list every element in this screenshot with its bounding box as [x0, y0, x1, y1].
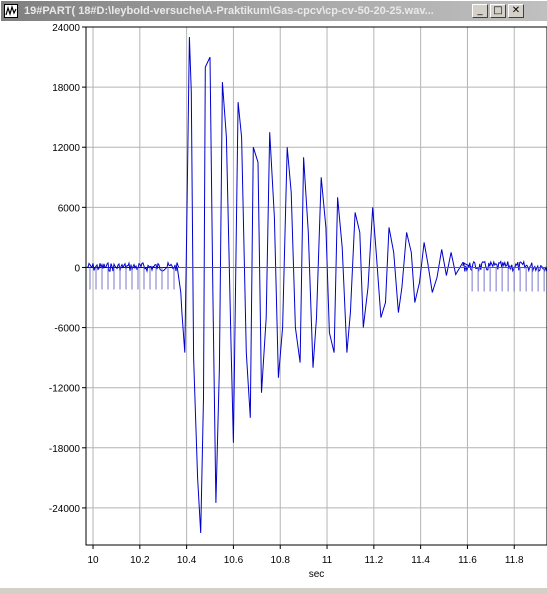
y-tick-label: 18000	[52, 83, 80, 94]
x-axis-ticks: 10 10.2 10.4 10.6 10.8 11 11.2 11.4 11.6 11.8	[87, 545, 524, 566]
close-button[interactable]: ✕	[508, 4, 524, 18]
y-tick-label: -6000	[54, 324, 80, 335]
window-title: 19#PART( 18#D:\leybold-versuche\A-Prakti…	[24, 5, 434, 17]
baseline-noise-left	[86, 260, 180, 274]
x-tick-label: 10.2	[130, 555, 150, 566]
y-tick-label: -12000	[49, 384, 81, 395]
y-tick-label: 6000	[58, 203, 81, 214]
waveform-icon	[5, 5, 17, 17]
x-tick-label: 11	[322, 555, 333, 566]
app-icon[interactable]	[4, 4, 18, 18]
maximize-button[interactable]: □	[490, 4, 506, 18]
x-tick-label: 10.4	[177, 555, 197, 566]
y-tick-label: -18000	[49, 444, 81, 455]
x-tick-label: 11.2	[364, 555, 383, 566]
x-tick-label: 11.4	[411, 555, 430, 566]
x-tick-label: 10.8	[270, 555, 290, 566]
baseline-noise-right	[462, 259, 547, 273]
minimize-button[interactable]: _	[472, 4, 488, 18]
y-tick-label: 24000	[52, 23, 80, 34]
waveform-chart: 24000 18000 12000 6000 0 -6000 -12000 -18000 -24…	[49, 23, 547, 580]
x-axis-label: sec	[309, 569, 325, 580]
x-tick-label: 10.6	[224, 555, 244, 566]
plot-frame	[85, 26, 547, 546]
waveform-line	[86, 36, 547, 534]
grid	[86, 26, 547, 545]
title-bar[interactable]: 19#PART( 18#D:\leybold-versuche\A-Prakti…	[1, 1, 547, 21]
y-tick-label: -24000	[49, 504, 81, 515]
x-tick-label: 11.8	[505, 555, 524, 566]
y-tick-label: 12000	[52, 143, 80, 154]
plot-area: 24000 18000 12000 6000 0 -6000 -12000 -18000 -24…	[1, 21, 547, 589]
x-tick-label: 11.6	[458, 555, 477, 566]
y-tick-label: 0	[74, 263, 80, 274]
y-axis-ticks: 24000 18000 12000 6000 0 -6000 -12000 -18000 -24…	[49, 23, 86, 515]
series-group	[86, 36, 547, 534]
x-tick-label: 10	[87, 555, 99, 566]
